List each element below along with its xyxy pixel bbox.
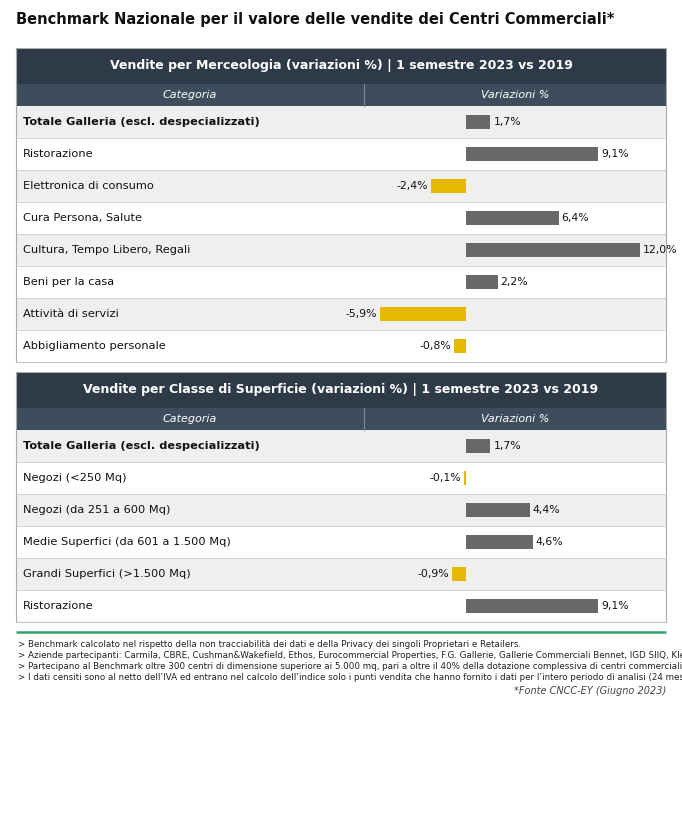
Text: Negozi (da 251 a 600 Mq): Negozi (da 251 a 600 Mq) — [23, 505, 170, 515]
Bar — [16, 526, 666, 558]
Bar — [464, 471, 466, 485]
Text: > Aziende partecipanti: Carmila, CBRE, Cushman&Wakefield, Ethos, Eurocommercial : > Aziende partecipanti: Carmila, CBRE, C… — [18, 651, 682, 660]
Bar — [16, 430, 666, 462]
Bar — [466, 535, 533, 548]
Text: Categoria: Categoria — [163, 414, 217, 424]
Text: Variazioni %: Variazioni % — [481, 414, 549, 424]
Text: Abbigliamento personale: Abbigliamento personale — [23, 341, 166, 351]
Text: 1,7%: 1,7% — [493, 117, 521, 127]
Bar — [16, 138, 666, 170]
Bar — [466, 115, 490, 129]
Text: Beni per la casa: Beni per la casa — [23, 277, 114, 287]
Text: 2,2%: 2,2% — [501, 277, 529, 287]
Text: Attività di servizi: Attività di servizi — [23, 309, 119, 319]
Text: Ristorazione: Ristorazione — [23, 149, 93, 159]
Bar — [16, 170, 666, 202]
Text: 12,0%: 12,0% — [643, 245, 678, 255]
Text: 6,4%: 6,4% — [562, 213, 589, 223]
Text: *Fonte CNCC-EY (Giugno 2023): *Fonte CNCC-EY (Giugno 2023) — [514, 686, 666, 696]
Text: Negozi (<250 Mq): Negozi (<250 Mq) — [23, 473, 126, 483]
Text: 4,6%: 4,6% — [535, 537, 563, 547]
Text: 4,4%: 4,4% — [533, 505, 560, 515]
Bar — [466, 599, 598, 613]
Bar — [16, 462, 666, 494]
Bar — [16, 372, 666, 408]
Text: -0,9%: -0,9% — [418, 569, 449, 579]
Text: -0,1%: -0,1% — [430, 473, 461, 483]
Bar — [16, 590, 666, 622]
Text: Benchmark Nazionale per il valore delle vendite dei Centri Commerciali*: Benchmark Nazionale per il valore delle … — [16, 12, 614, 27]
Bar — [16, 558, 666, 590]
Bar — [380, 307, 466, 321]
Text: 1,7%: 1,7% — [493, 441, 521, 451]
Text: 9,1%: 9,1% — [601, 149, 629, 159]
Text: -2,4%: -2,4% — [396, 181, 428, 191]
Bar — [16, 48, 666, 84]
Bar — [16, 330, 666, 362]
Text: Categoria: Categoria — [163, 90, 217, 100]
Bar — [466, 244, 640, 257]
Bar — [466, 275, 498, 289]
Text: -5,9%: -5,9% — [345, 309, 376, 319]
Bar — [466, 439, 490, 452]
Text: Medie Superfici (da 601 a 1.500 Mq): Medie Superfici (da 601 a 1.500 Mq) — [23, 537, 231, 547]
Text: Variazioni %: Variazioni % — [481, 90, 549, 100]
Bar — [430, 179, 466, 192]
Text: Cura Persona, Salute: Cura Persona, Salute — [23, 213, 142, 223]
Bar — [16, 202, 666, 234]
Text: Elettronica di consumo: Elettronica di consumo — [23, 181, 154, 191]
Text: > Partecipano al Benchmark oltre 300 centri di dimensione superiore ai 5.000 mq,: > Partecipano al Benchmark oltre 300 cen… — [18, 662, 682, 671]
Text: -0,8%: -0,8% — [419, 341, 451, 351]
Bar — [466, 148, 598, 161]
Bar — [16, 298, 666, 330]
Bar — [16, 494, 666, 526]
Bar — [454, 339, 466, 353]
Bar — [16, 106, 666, 138]
Text: Ristorazione: Ristorazione — [23, 601, 93, 611]
Text: Grandi Superfici (>1.500 Mq): Grandi Superfici (>1.500 Mq) — [23, 569, 191, 579]
Bar — [16, 84, 666, 106]
Bar — [466, 504, 530, 517]
Bar — [16, 266, 666, 298]
Text: 9,1%: 9,1% — [601, 601, 629, 611]
Text: Vendite per Classe di Superficie (variazioni %) | 1 semestre 2023 vs 2019: Vendite per Classe di Superficie (variaz… — [83, 384, 599, 397]
Text: > Benchmark calcolato nel rispetto della non tracciabilità dei dati e della Priv: > Benchmark calcolato nel rispetto della… — [18, 640, 521, 649]
Text: > I dati censiti sono al netto dell’IVA ed entrano nel calcolo dell’indice solo : > I dati censiti sono al netto dell’IVA … — [18, 673, 682, 682]
Bar — [16, 48, 666, 362]
Text: Totale Galleria (escl. despecializzati): Totale Galleria (escl. despecializzati) — [23, 441, 260, 451]
Bar — [16, 372, 666, 622]
Bar — [16, 234, 666, 266]
Text: Totale Galleria (escl. despecializzati): Totale Galleria (escl. despecializzati) — [23, 117, 260, 127]
Bar — [452, 567, 466, 581]
Text: Cultura, Tempo Libero, Regali: Cultura, Tempo Libero, Regali — [23, 245, 190, 255]
Text: Vendite per Merceologia (variazioni %) | 1 semestre 2023 vs 2019: Vendite per Merceologia (variazioni %) |… — [110, 59, 572, 73]
Bar — [16, 408, 666, 430]
Bar — [466, 211, 559, 225]
